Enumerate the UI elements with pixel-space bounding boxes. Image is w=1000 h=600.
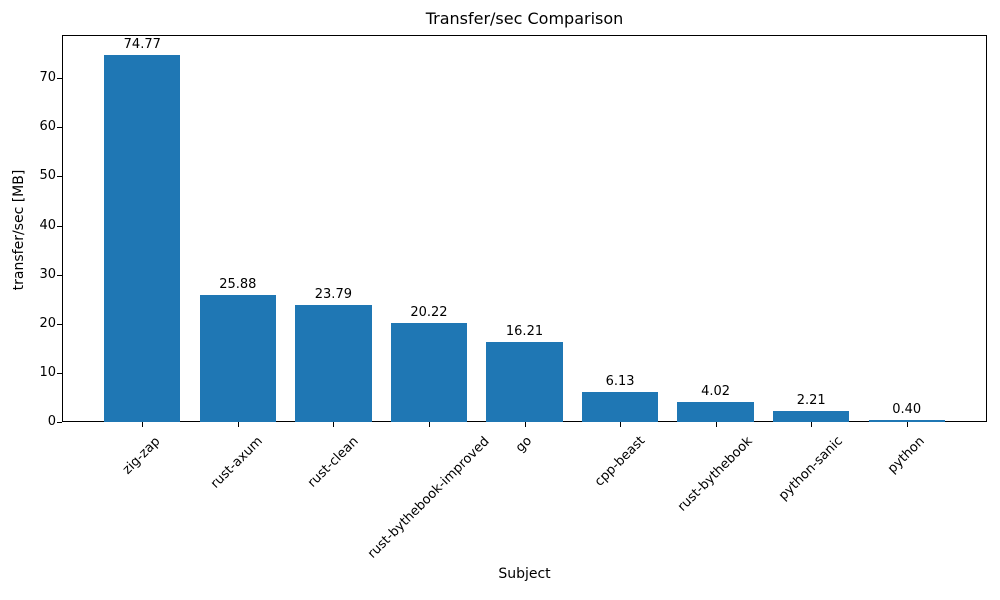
x-tick-mark <box>333 422 335 427</box>
bar-value-label: 20.22 <box>410 304 448 320</box>
bar-python-sanic <box>772 411 850 422</box>
bar-rust-bythebook-improved <box>390 322 468 422</box>
x-tick-label-python: python <box>885 433 928 477</box>
x-tick-label-rust-bythebook-improved: rust-bythebook-improved <box>364 433 493 562</box>
y-tick-mark <box>57 225 62 227</box>
y-tick-label: 70 <box>39 70 56 86</box>
x-tick-mark <box>237 422 239 427</box>
bar-cpp-beast <box>581 391 659 422</box>
y-tick-mark <box>57 323 62 325</box>
x-tick-mark <box>811 422 813 427</box>
bar-zig-zap <box>104 54 181 422</box>
x-tick-label-zig-zap: zig-zap <box>120 433 164 478</box>
x-tick-label-rust-clean: rust-clean <box>304 433 362 491</box>
x-tick-mark <box>142 422 144 427</box>
bar-python <box>868 420 945 422</box>
x-tick-mark <box>906 422 908 427</box>
y-tick-label: 30 <box>39 266 56 282</box>
y-tick-label: 0 <box>47 414 56 429</box>
bar-go <box>486 342 563 422</box>
x-tick-label-cpp-beast: cpp-beast <box>591 433 648 490</box>
chart-title: Transfer/sec Comparison <box>425 9 624 28</box>
y-tick-mark <box>57 127 62 129</box>
y-tick-mark <box>57 274 62 276</box>
y-tick-mark <box>57 78 62 80</box>
x-tick-label-rust-bythebook: rust-bythebook <box>674 433 756 515</box>
x-tick-mark <box>715 422 717 427</box>
x-axis-label: Subject <box>498 566 551 582</box>
y-tick-label: 20 <box>39 315 56 331</box>
y-tick-mark <box>57 372 62 374</box>
bar-value-label: 25.88 <box>219 276 257 292</box>
y-tick-label: 40 <box>39 217 56 233</box>
bar-value-label: 16.21 <box>505 324 544 340</box>
bar-value-label: 4.02 <box>701 384 731 400</box>
x-tick-mark <box>428 422 430 427</box>
x-tick-mark <box>620 422 622 427</box>
bar-value-label: 0.40 <box>892 402 922 418</box>
x-tick-label-rust-axum: rust-axum <box>208 434 267 492</box>
y-tick-label: 60 <box>39 119 56 135</box>
x-tick-mark <box>524 422 526 427</box>
bar-value-label: 2.21 <box>796 393 826 409</box>
bar-value-label: 23.79 <box>314 287 352 303</box>
y-tick-mark <box>57 176 62 178</box>
y-tick-label: 50 <box>39 168 56 184</box>
y-tick-label: 10 <box>39 364 56 380</box>
bar-value-label: 6.13 <box>605 373 635 389</box>
bar-rust-clean <box>295 305 372 422</box>
x-tick-label-python-sanic: python-sanic <box>775 434 846 504</box>
bar-value-label: 74.77 <box>123 36 161 52</box>
bar-rust-axum <box>199 294 277 422</box>
y-tick-mark <box>57 422 62 423</box>
x-tick-label-go: go <box>513 433 536 456</box>
bar-rust-bythebook <box>677 402 754 422</box>
